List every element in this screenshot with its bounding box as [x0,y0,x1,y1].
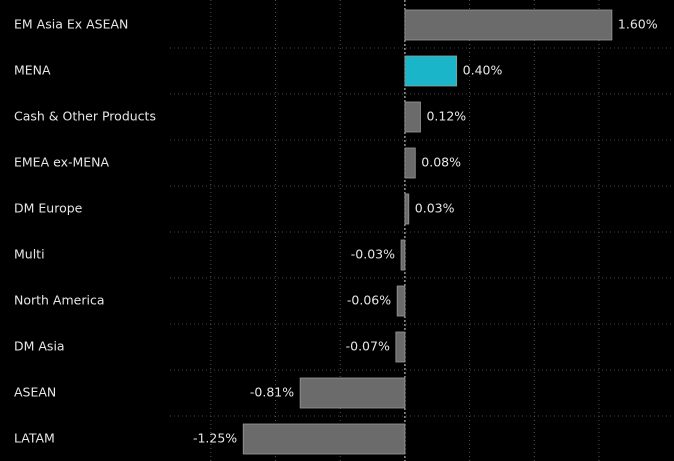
bar [404,9,613,41]
bar [404,101,421,133]
category-label: Multi [14,247,45,262]
category-label: LATAM [14,431,55,446]
bar [242,423,406,455]
value-label: 0.03% [415,201,455,216]
category-label: DM Europe [14,201,83,216]
bar [299,377,406,409]
bar [400,239,406,271]
bar [404,55,458,87]
bar [396,285,406,317]
value-label: -0.03% [351,247,395,262]
bar [404,147,416,179]
bar [395,331,406,363]
bar [404,193,410,225]
category-label: DM Asia [14,339,65,354]
value-label: 0.12% [426,109,466,124]
category-label: MENA [14,63,51,78]
value-label: 0.08% [421,155,461,170]
category-label: North America [14,293,105,308]
category-label: EM Asia Ex ASEAN [14,17,128,32]
value-label: -0.06% [347,293,391,308]
value-label: 1.60% [618,17,658,32]
value-label: -1.25% [193,431,237,446]
category-label: ASEAN [14,385,56,400]
value-label: 0.40% [463,63,503,78]
category-label: Cash & Other Products [14,109,156,124]
category-label: EMEA ex-MENA [14,155,110,170]
value-label: -0.07% [346,339,390,354]
value-label: -0.81% [250,385,294,400]
